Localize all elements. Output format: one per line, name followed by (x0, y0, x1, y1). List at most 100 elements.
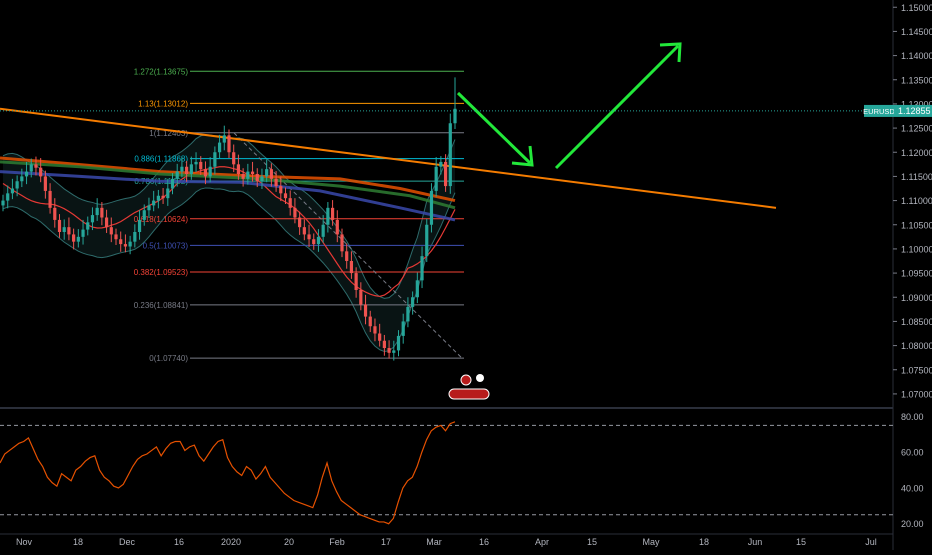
candle-body (161, 195, 165, 199)
candle-body (302, 227, 306, 235)
fib-level-label: 1.13(1.13012) (138, 99, 188, 108)
candle-body (250, 171, 255, 174)
candle-body (411, 297, 415, 307)
candle-body (232, 152, 236, 165)
price-tick-label: 1.14000 (901, 51, 932, 61)
candle-body (43, 176, 47, 191)
down-arrow-head (511, 145, 534, 167)
candle-body (170, 178, 175, 189)
rsi-tick-label: 60.00 (901, 448, 924, 458)
candle-body (288, 198, 292, 208)
candle-body (246, 171, 250, 179)
ma-long-blue (0, 170, 456, 222)
candle-body (67, 227, 71, 235)
price-tick-label: 1.07500 (901, 365, 932, 375)
candle-body (189, 164, 193, 174)
candle-body (321, 224, 325, 237)
candle-body (48, 190, 52, 208)
fib-level-label: 1(1.12403) (149, 129, 188, 138)
candle-body (156, 195, 160, 201)
up-arrow-shaft (554, 44, 680, 170)
event-marker-icon (460, 374, 472, 386)
symbol-label: EURUSD (863, 107, 895, 116)
ma-short-line (2, 166, 456, 298)
candle-body (128, 241, 132, 247)
candle-body (222, 135, 226, 143)
time-tick-label: May (642, 537, 660, 547)
time-tick-label: 15 (796, 537, 806, 547)
candle-body (208, 166, 212, 177)
time-tick-label: Mar (426, 537, 442, 547)
candle-body (180, 166, 184, 172)
symbol-badge (864, 104, 894, 117)
price-tick-label: 1.13500 (901, 75, 932, 85)
candle-body (429, 190, 434, 225)
candle-body (119, 239, 123, 245)
candle-body (142, 210, 146, 220)
time-tick-label: 16 (174, 537, 184, 547)
candle-body (368, 316, 372, 327)
time-tick-label: Feb (329, 537, 345, 547)
candle-body (401, 321, 405, 336)
price-tick-label: 1.11000 (901, 196, 932, 206)
candle-body (326, 207, 330, 225)
candle-body (100, 207, 104, 218)
time-tick-label: 20 (284, 537, 294, 547)
fib-diagonal (233, 132, 463, 359)
candle-body (152, 200, 156, 206)
candle-body (236, 164, 241, 174)
time-tick-label: 17 (381, 537, 391, 547)
price-tick-label: 1.12500 (901, 124, 932, 134)
price-tick-label: 1.09000 (901, 293, 932, 303)
candle-body (255, 174, 259, 182)
time-tick-label: Jul (865, 537, 877, 547)
candle-body (340, 234, 344, 252)
rsi-tick-label: 40.00 (901, 483, 924, 493)
descending-trendline (0, 107, 777, 209)
price-tick-label: 1.14500 (901, 27, 932, 37)
candle-body (307, 234, 311, 240)
candle-body (439, 161, 443, 167)
price-tick-label: 1.10500 (901, 220, 932, 230)
price-tick-label: 1.11500 (901, 172, 932, 182)
candle-body (57, 219, 62, 232)
candle-body (34, 164, 38, 168)
candle-body (265, 169, 269, 177)
candle-body (217, 142, 222, 153)
fib-level-label: 0.236(1.08841) (134, 301, 189, 310)
candle-body (354, 273, 358, 290)
price-tick-label: 1.08000 (901, 341, 932, 351)
candle-body (241, 174, 245, 179)
time-tick-label: 18 (699, 537, 709, 547)
candle-body (109, 227, 113, 235)
candle-body (114, 234, 118, 240)
candle-body (312, 239, 316, 245)
time-tick-label: Jun (748, 537, 763, 547)
candle-body (420, 256, 424, 281)
candle-body (330, 207, 335, 220)
candle-body (274, 178, 278, 187)
candle-body (345, 251, 349, 261)
price-tick-label: 1.15000 (901, 3, 932, 13)
candle-body (147, 205, 151, 211)
fib-level-label: 0.886(1.11868) (134, 155, 188, 164)
price-tick-label: 1.09500 (901, 269, 932, 279)
candle-body (194, 161, 198, 165)
candle-body (20, 176, 24, 182)
candle-body (203, 169, 208, 177)
candle-body (359, 290, 363, 305)
bollinger-lower (2, 187, 456, 353)
event-marker-icon (448, 388, 490, 400)
candle-body (199, 161, 203, 170)
candle-body (1, 200, 5, 206)
candle-body (448, 123, 452, 187)
last-price-label: 1.12855 (898, 106, 931, 116)
candle-body (10, 188, 15, 194)
ma-long-orange (0, 156, 456, 203)
rsi-tick-label: 20.00 (901, 519, 924, 529)
candle-body (415, 280, 419, 298)
candle-body (62, 227, 66, 232)
